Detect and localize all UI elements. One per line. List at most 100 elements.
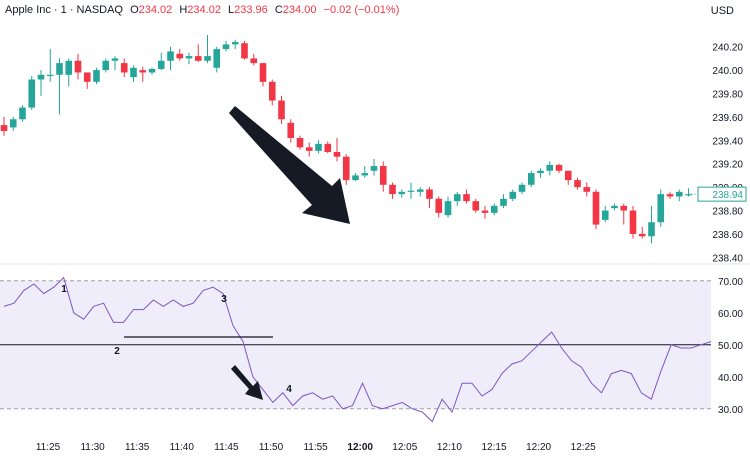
last-price-label: 238.94 [712,190,743,201]
down-arrow-large [229,106,350,224]
candle-body [537,170,544,174]
candle-body [28,79,36,108]
time-tick-label: 12:05 [392,442,417,453]
rsi-tick-label: 70.00 [718,277,743,288]
candle-body [120,63,128,73]
candle-body [37,74,45,80]
candle-body [472,201,480,211]
price-pane [0,35,697,244]
price-tick-label: 239.20 [712,160,743,171]
candle-body [278,100,285,120]
time-tick-label: 11:40 [170,442,195,453]
candle-body [463,194,470,202]
time-tick-label: 12:15 [481,442,506,453]
candle-body [657,194,665,223]
price-tick-label: 239.60 [712,113,743,124]
candle-body [638,233,646,237]
candle-body [305,147,313,151]
candle-body [564,170,572,181]
annotations: 1 2 3 4 [61,106,350,400]
rsi-line [3,276,712,423]
time-tick-label: 12:20 [526,442,551,453]
candle-body [9,119,17,128]
candle-body [333,152,341,157]
price-tick-label: 238.40 [712,253,743,264]
time-tick-label: 11:30 [80,442,105,453]
candle-body [287,122,295,138]
price-tick-label: 239.80 [712,90,743,101]
price-change: −0.02 (−0.01%) [323,4,400,16]
candle-body [574,180,581,188]
symbol-title: Apple Inc · 1 · NASDAQ [5,4,123,16]
ohlc-low: L233.96 [228,4,268,16]
time-tick-label: 11:25 [36,442,61,453]
candle-body [296,137,304,148]
label-4: 4 [286,384,292,395]
candle-body [352,175,359,181]
down-arrow-small [231,365,263,400]
time-tick-label: 12:00 [347,442,373,453]
candle-body [435,198,443,213]
candle-body [259,63,267,82]
rsi-tick-label: 60.00 [718,309,743,320]
rsi-tick-label: 30.00 [718,405,743,416]
candle-body [194,56,202,61]
candle-body [675,191,683,197]
axes: 240.20240.00239.80239.60239.40239.20239.… [0,43,750,453]
candle-body [361,173,369,176]
candle-body [648,222,655,237]
rsi-pane [0,276,712,423]
time-tick-label: 11:35 [125,442,150,453]
candle-body [518,184,526,192]
candle-body [500,198,507,206]
candle-body [157,60,165,69]
candle-body [685,194,692,196]
price-tick-label: 240.00 [712,66,743,77]
candle-body [176,53,184,59]
label-2: 2 [114,346,120,357]
candle-body [324,143,332,153]
candle-body [268,81,276,101]
candle-body [167,51,174,61]
candle-body [102,60,110,71]
candle-body [93,70,100,82]
candle-body [139,70,147,73]
ohlc-close: C234.00 [274,4,317,16]
last-price-tag [697,186,747,202]
candle-body [453,194,461,202]
candle-body [592,191,600,225]
time-tick-label: 11:45 [214,442,239,453]
time-tick-label: 12:25 [571,442,596,453]
candle-body [83,72,91,82]
ohlc-high: H234.02 [179,4,221,16]
rsi-tick-label: 50.00 [718,341,743,352]
candle-body [407,190,415,192]
candle-body [389,184,396,195]
candle-body [426,189,433,199]
symbol-header: Apple Inc · 1 · NASDAQ O234.02 H234.02 L… [5,4,399,16]
candle-body [213,49,221,68]
candle-body [370,166,378,171]
price-tick-label: 238.60 [712,230,743,241]
candle-body [527,173,535,185]
candle-body [250,58,258,64]
time-tick-label: 11:55 [303,442,328,453]
candle-body [231,42,239,45]
candle-body [601,210,609,220]
candle-body [0,125,8,131]
candle-body [583,187,591,192]
candle-body [416,189,424,192]
candle-body [19,107,26,120]
currency-label: USD [710,5,734,17]
candle-body [555,164,563,171]
candle-body [315,143,322,151]
candle-body [65,60,73,75]
candle-body [666,194,674,197]
candle-body [342,156,350,181]
ohlc-open: O234.02 [130,4,173,16]
candle-body [398,191,406,195]
candle-body [509,191,517,199]
candle-body [611,205,618,209]
candle-body [241,43,248,59]
